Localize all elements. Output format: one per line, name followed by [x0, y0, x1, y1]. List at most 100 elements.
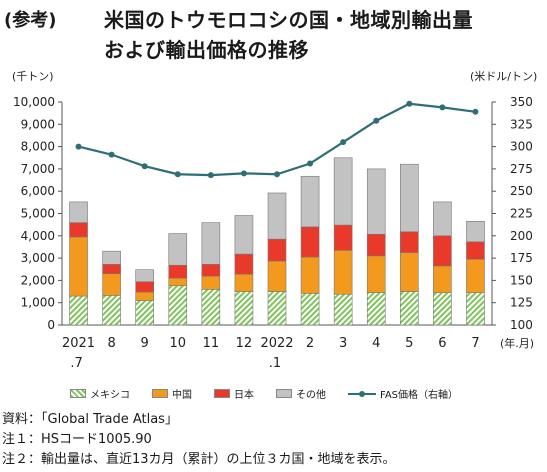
- bar-segment: [69, 295, 88, 326]
- bar-segment: [433, 235, 452, 267]
- fas-price-point: [174, 171, 181, 178]
- bar-segment: [201, 275, 221, 290]
- bar-segment: [69, 222, 88, 238]
- bar-segment: [102, 295, 121, 326]
- x-tick-label: 2021.7: [62, 336, 95, 371]
- bar-segment: [466, 258, 485, 293]
- legend-label: その他: [296, 390, 326, 401]
- y-right-tick-label: 275: [510, 162, 533, 176]
- bar-segment: [135, 281, 154, 293]
- x-tick-label: 8: [107, 336, 115, 351]
- y-left-tick-label: 9,000: [21, 117, 55, 131]
- x-tick-label: 11: [203, 336, 220, 351]
- legend-label: 日本: [234, 390, 254, 401]
- bar-segment: [135, 300, 154, 326]
- y-right-tick-label: 150: [510, 273, 533, 287]
- bar-segment: [433, 201, 452, 237]
- fas-price-point: [141, 163, 148, 170]
- bar-segment: [201, 222, 221, 265]
- x-tick-label: 9: [141, 336, 149, 351]
- bar-segment: [201, 289, 221, 326]
- bar-segment: [366, 168, 386, 235]
- fas-price-point: [406, 100, 413, 107]
- y-left-tick-label: 5,000: [21, 207, 55, 221]
- bar-segment: [366, 255, 386, 293]
- bar-segment: [168, 264, 188, 279]
- fas-price-point: [240, 170, 247, 177]
- fas-price-point: [373, 117, 380, 124]
- bar-segment: [234, 291, 254, 326]
- bar-segment: [168, 233, 188, 266]
- legend-item: その他: [276, 386, 326, 401]
- x-tick-label: 4: [372, 336, 380, 351]
- bar-segment: [400, 231, 419, 253]
- bar-segment: [267, 291, 287, 326]
- fas-price-point: [439, 104, 446, 111]
- note-2: 注２：輸出量は、直近13カ月（累計）の上位３カ国・地域を表示。: [2, 452, 396, 467]
- y-left-tick-label: 0: [47, 318, 55, 332]
- x-tick-label: 10: [169, 336, 186, 351]
- bar-segment: [135, 291, 154, 301]
- bar-segment: [300, 175, 320, 228]
- y-right-tick-label: 200: [510, 229, 533, 243]
- legend-swatch: [214, 389, 230, 398]
- x-tick-label: 7: [471, 336, 479, 351]
- chart-legend: メキシコ 中国 日本 その他 FAS価格（右軸）: [70, 386, 480, 401]
- title-line-2: および輸出価格の推移: [104, 38, 309, 62]
- note-1: 注１：HSコード1005.90: [2, 432, 152, 447]
- y-right-tick-label: 175: [510, 251, 533, 265]
- legend-swatch: [152, 389, 168, 398]
- legend-item: FAS価格（右軸）: [348, 386, 458, 401]
- bar-segment: [466, 221, 485, 243]
- legend-item: 日本: [214, 386, 254, 401]
- fas-price-point: [75, 143, 82, 150]
- bar-segment: [433, 292, 452, 326]
- x-tick-label: 3: [339, 336, 347, 351]
- bar-segment: [333, 293, 353, 326]
- y-right-tick-label: 100: [510, 318, 533, 332]
- bar-segment: [333, 249, 353, 295]
- bar-segment: [102, 273, 121, 296]
- y-left-tick-label: 2,000: [21, 273, 55, 287]
- bar-segment: [69, 236, 88, 297]
- bar-segment: [433, 265, 452, 293]
- x-unit: (年.月): [500, 336, 534, 350]
- x-tick-label: 6: [438, 336, 446, 351]
- y-right-tick-label: 350: [510, 95, 533, 109]
- bar-segment: [333, 224, 353, 251]
- bar-segment: [366, 292, 386, 326]
- fas-price-point: [274, 171, 280, 178]
- legend-label: FAS価格（右軸）: [380, 390, 459, 401]
- x-tick-label: 2: [306, 336, 314, 351]
- legend-swatch: [70, 389, 86, 398]
- bar-segment: [102, 250, 121, 265]
- bar-segment: [69, 201, 88, 223]
- legend-swatch: [276, 389, 292, 398]
- x-tick-label: 12: [236, 336, 253, 351]
- legend-item: メキシコ: [70, 386, 130, 401]
- bar-segment: [300, 293, 320, 326]
- fas-price-point: [108, 151, 115, 158]
- bar-segment: [234, 253, 254, 275]
- x-tick-label: 2022.1: [260, 336, 293, 371]
- bar-segment: [466, 241, 485, 260]
- y-left-tick-label: 6,000: [21, 184, 55, 198]
- y-right-tick-label: 225: [510, 207, 533, 221]
- y-right-tick-label: 325: [510, 117, 533, 131]
- y-left-tick-label: 7,000: [21, 162, 55, 176]
- bar-segment: [267, 192, 287, 240]
- bar-segment: [300, 256, 320, 294]
- title-tag: (参考): [4, 10, 57, 31]
- y-left-tick-label: 3,000: [21, 251, 55, 265]
- y-left-tick-label: 4,000: [21, 229, 55, 243]
- notes: 資料：「Global Trade Atlas」 注１：HSコード1005.90 …: [2, 410, 396, 470]
- legend-label: メキシコ: [90, 390, 130, 401]
- y-left-tick-label: 10,000: [13, 95, 55, 109]
- y-right-unit: (米ドル/トン): [470, 70, 537, 83]
- legend-item: 中国: [152, 386, 192, 401]
- y-right-tick-label: 300: [510, 140, 533, 154]
- bar-segment: [366, 233, 386, 257]
- fas-price-point: [207, 172, 214, 179]
- chart-area: 0 1,000 2,000 3,000 4,000 5,000 6,000 7,000 8,00…: [12, 70, 537, 371]
- legend-label: 中国: [172, 390, 192, 401]
